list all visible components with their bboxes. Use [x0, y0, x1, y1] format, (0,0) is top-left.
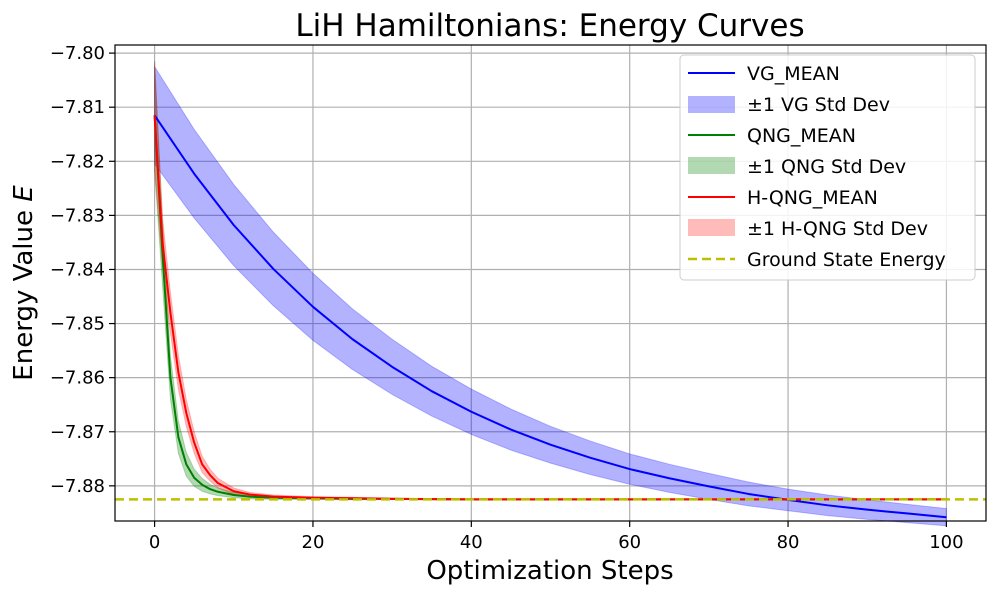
line-vg-mean [153, 114, 947, 519]
legend-label-qng-mean: QNG_MEAN [747, 125, 856, 147]
y-tick-label-0: −7.80 [50, 43, 105, 64]
legend: VG_MEAN ±1 VG Std Dev QNG_MEAN ±1 QNG St… [679, 54, 976, 281]
legend-swatch-vg-std [688, 96, 735, 113]
x-tick-label-1: 20 [302, 532, 325, 553]
legend-label-hqng-mean: H-QNG_MEAN [747, 187, 878, 209]
legend-label-vg-mean: VG_MEAN [747, 63, 840, 85]
x-axis-ticks: 0 20 40 60 80 100 [149, 521, 964, 553]
legend-swatch-hqng-std [688, 219, 735, 236]
x-axis-label: Optimization Steps [426, 556, 673, 586]
legend-label-ground-state: Ground State Energy [747, 249, 946, 271]
legend-swatch-qng-std [688, 157, 735, 174]
y-tick-label-5: −7.85 [50, 314, 105, 335]
legend-label-hqng-std: ±1 H-QNG Std Dev [747, 218, 928, 240]
y-axis-ticks: −7.80 −7.81 −7.82 −7.83 −7.84 −7.85 −7.86 −7.87… [50, 43, 115, 497]
y-axis-label: Energy Value E [9, 185, 39, 381]
legend-label-vg-std: ±1 VG Std Dev [747, 94, 890, 116]
plot-frame [114, 44, 987, 522]
x-tick-label-4: 80 [777, 532, 800, 553]
x-tick-label-2: 40 [460, 532, 483, 553]
y-tick-label-2: −7.82 [50, 151, 105, 172]
y-tick-label-7: −7.87 [50, 422, 105, 443]
y-axis-label-variable: E [9, 185, 39, 202]
y-axis-label-text: Energy Value [9, 202, 39, 381]
chart-title: LiH Hamiltonians: Energy Curves [295, 8, 804, 44]
legend-label-qng-std: ±1 QNG Std Dev [747, 156, 906, 178]
x-tick-label-5: 100 [929, 532, 963, 553]
x-tick-label-3: 60 [618, 532, 641, 553]
y-tick-label-6: −7.86 [50, 368, 105, 389]
y-tick-label-4: −7.84 [50, 259, 105, 280]
y-tick-label-3: −7.83 [50, 205, 105, 226]
y-tick-label-8: −7.88 [50, 476, 105, 497]
x-tick-label-0: 0 [149, 532, 160, 553]
y-tick-label-1: −7.81 [50, 97, 105, 118]
legend-box [679, 54, 976, 281]
